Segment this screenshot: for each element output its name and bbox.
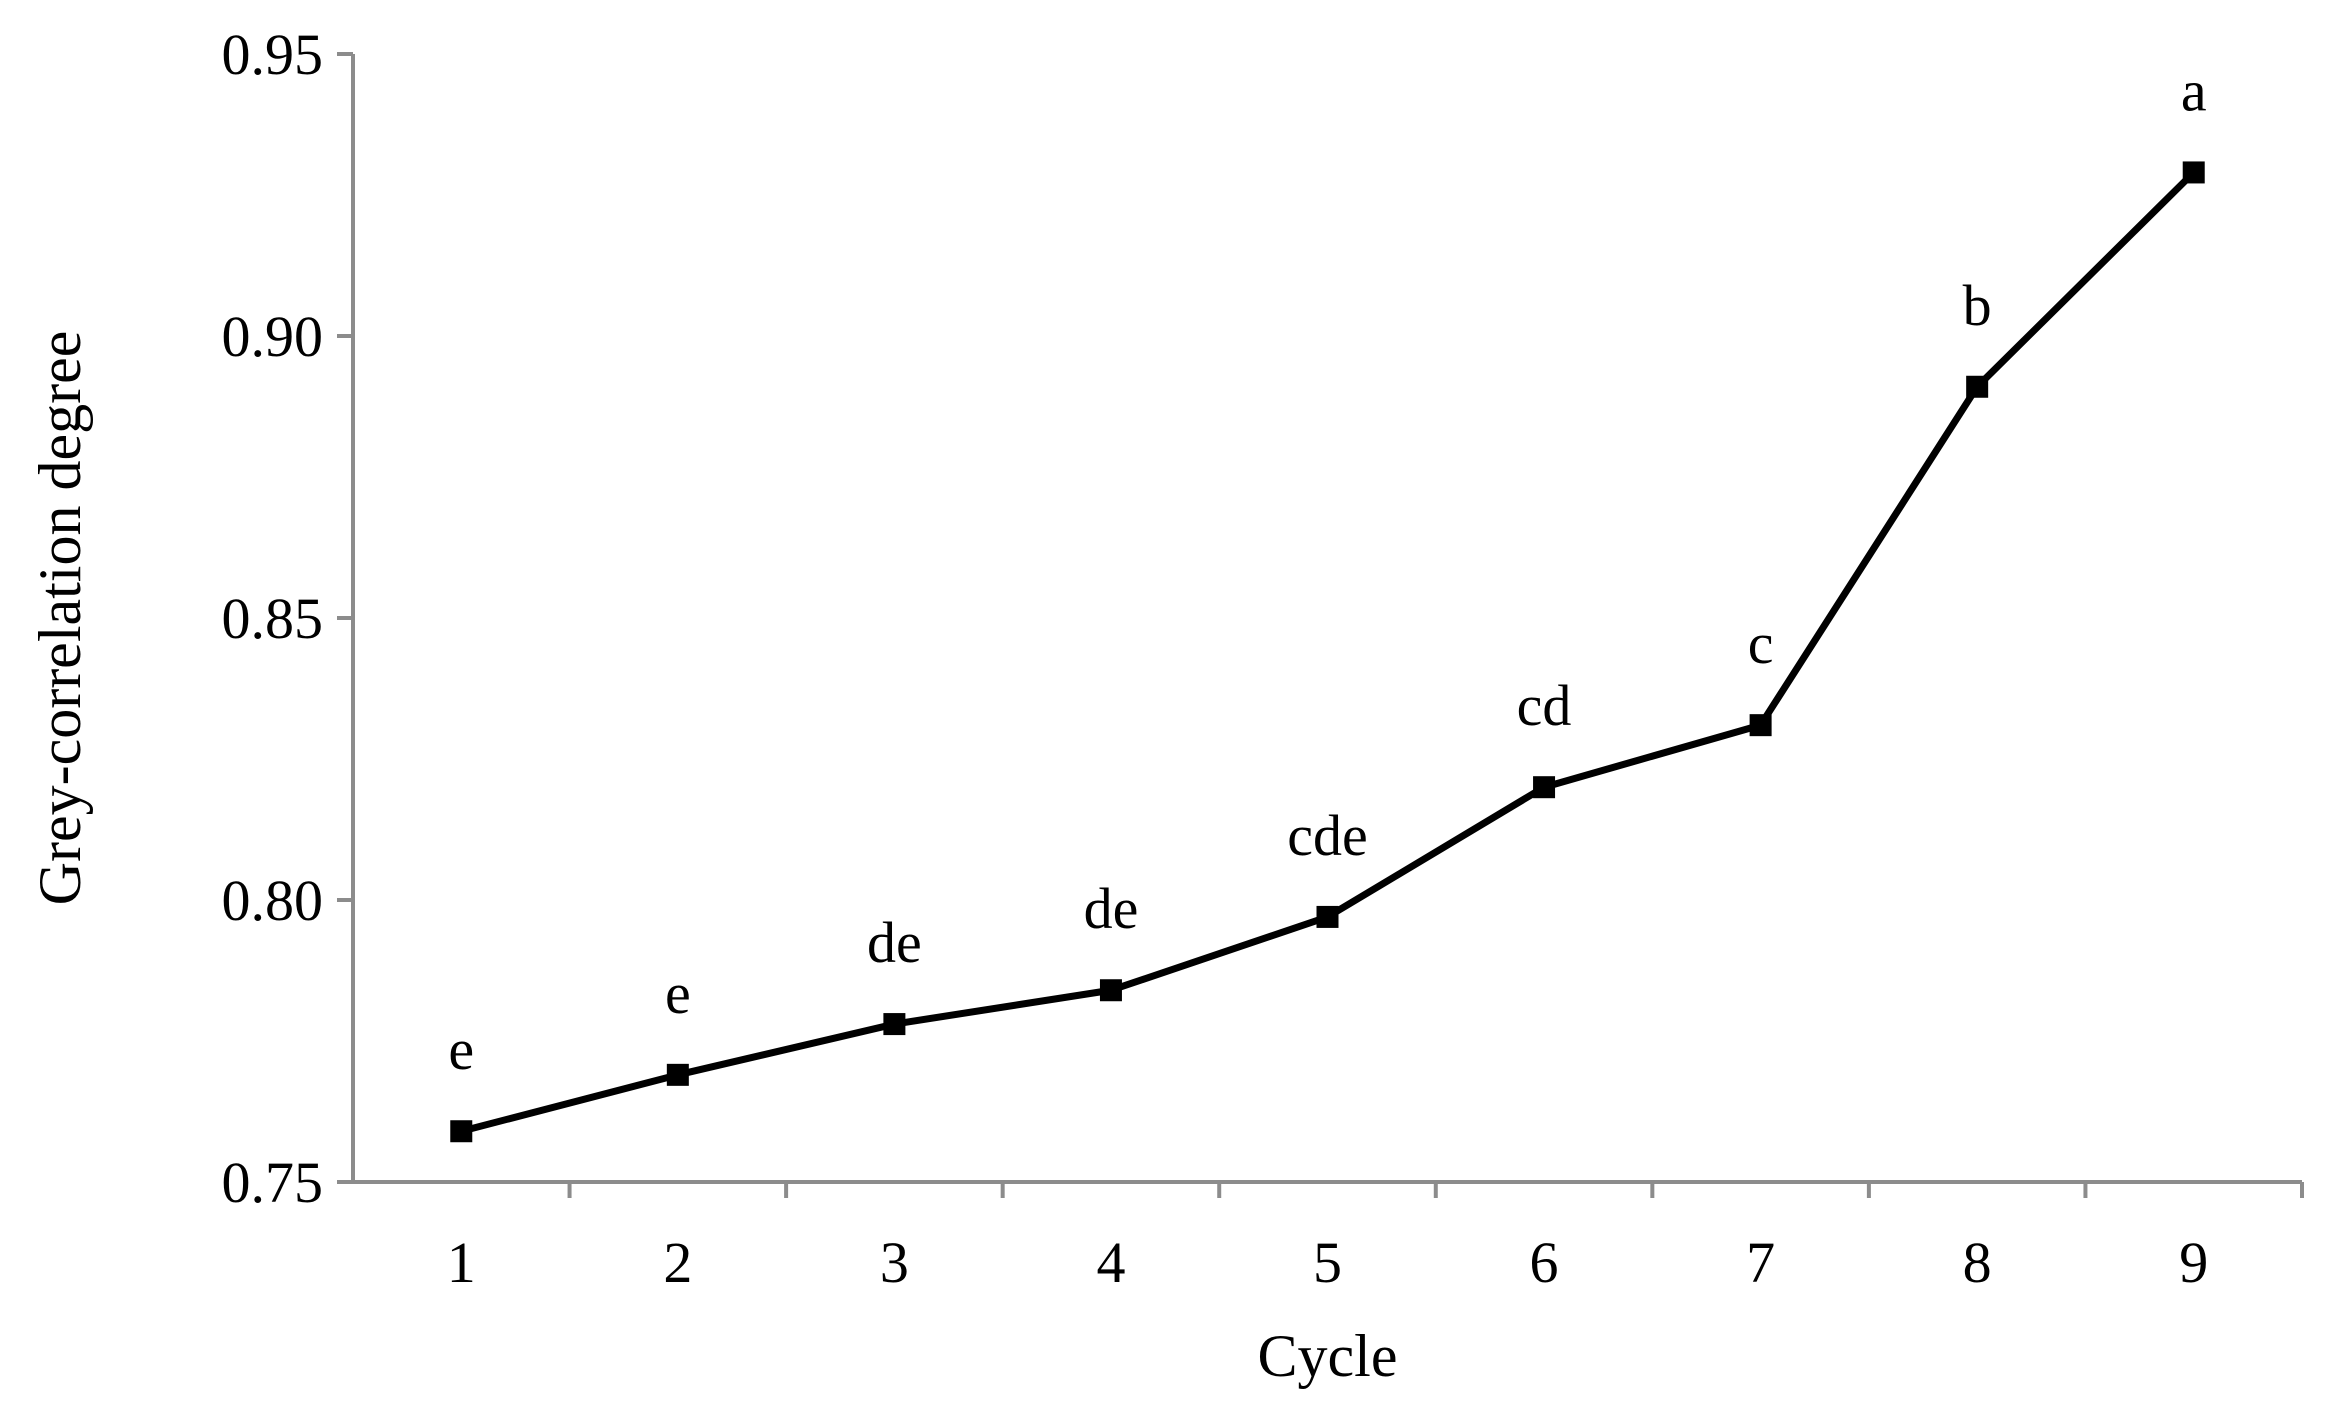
data-point <box>1533 776 1556 799</box>
data-label: cde <box>1287 803 1368 868</box>
data-label: a <box>2181 58 2207 123</box>
data-point <box>1749 714 1772 737</box>
data-label: b <box>1963 273 1992 338</box>
data-point <box>450 1120 473 1143</box>
data-series: e e de de cde cd c b a <box>448 58 2207 1143</box>
x-tick-label: 9 <box>2179 1230 2208 1295</box>
data-label: e <box>448 1017 474 1082</box>
series-line <box>460 169 2197 1135</box>
x-tick-label: 4 <box>1096 1230 1125 1295</box>
x-tick-label: 5 <box>1313 1230 1342 1295</box>
y-axis-ticks: 0.75 0.80 0.85 0.90 0.95 <box>222 22 353 1215</box>
x-tick-label: 6 <box>1530 1230 1559 1295</box>
data-label: c <box>1748 611 1774 676</box>
data-label: de <box>867 910 922 975</box>
data-point <box>2182 161 2205 184</box>
y-tick-label: 0.85 <box>222 586 324 651</box>
x-tick-label: 7 <box>1746 1230 1775 1295</box>
y-tick-label: 0.95 <box>222 22 324 87</box>
data-point <box>883 1013 906 1036</box>
data-label: de <box>1084 876 1139 941</box>
x-tick-label: 1 <box>447 1230 476 1295</box>
data-point <box>1099 979 1122 1002</box>
y-tick-label: 0.90 <box>222 304 324 369</box>
data-label: cd <box>1517 673 1572 738</box>
x-axis-ticks: 1 2 3 4 5 6 7 8 9 <box>447 1182 2304 1295</box>
data-point <box>1966 375 1989 398</box>
data-point <box>1316 905 1339 928</box>
x-axis-title: Cycle <box>1258 1323 1398 1389</box>
y-tick-label: 0.80 <box>222 868 324 933</box>
y-axis-title: Grey-correlation degree <box>27 331 93 906</box>
x-tick-label: 3 <box>880 1230 909 1295</box>
x-tick-label: 2 <box>663 1230 692 1295</box>
data-point <box>666 1063 689 1086</box>
data-label: e <box>665 961 691 1026</box>
x-tick-label: 8 <box>1963 1230 1992 1295</box>
y-tick-label: 0.75 <box>222 1150 324 1215</box>
